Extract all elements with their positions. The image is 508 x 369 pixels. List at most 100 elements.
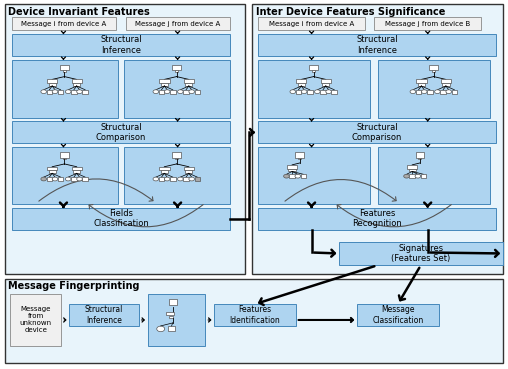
Text: Signatures
(Features Set): Signatures (Features Set)	[391, 244, 451, 263]
Text: Structural
Inference: Structural Inference	[356, 35, 398, 55]
Bar	[378, 60, 490, 117]
Bar	[126, 17, 230, 30]
Text: Features
Identification: Features Identification	[230, 305, 280, 325]
Bar	[416, 79, 427, 83]
Bar	[175, 70, 178, 72]
Bar	[298, 158, 301, 159]
Bar	[331, 90, 337, 94]
Bar	[408, 169, 416, 172]
Text: Message i from device A: Message i from device A	[21, 21, 106, 27]
Ellipse shape	[415, 174, 421, 178]
Bar	[63, 158, 66, 159]
Ellipse shape	[314, 90, 320, 94]
Bar	[421, 174, 426, 178]
Bar	[320, 90, 326, 94]
Ellipse shape	[153, 177, 158, 181]
Bar	[440, 90, 446, 94]
Ellipse shape	[404, 174, 409, 178]
Bar	[407, 165, 418, 169]
Bar	[258, 34, 496, 56]
Ellipse shape	[295, 174, 301, 178]
Bar	[5, 279, 503, 363]
Bar	[47, 90, 52, 94]
Ellipse shape	[283, 174, 289, 178]
Bar	[258, 17, 365, 30]
Bar	[72, 79, 82, 83]
Bar	[298, 83, 305, 86]
Bar	[418, 158, 421, 159]
Text: Message j from device A: Message j from device A	[135, 21, 220, 27]
Text: Inter Device Features Significance: Inter Device Features Significance	[256, 7, 446, 17]
Bar	[63, 70, 66, 72]
Bar	[159, 79, 170, 83]
Bar	[452, 90, 457, 94]
Bar	[252, 4, 503, 274]
Ellipse shape	[434, 90, 440, 94]
Bar	[185, 170, 193, 173]
Bar	[73, 170, 80, 173]
Ellipse shape	[290, 90, 296, 94]
Bar	[12, 17, 116, 30]
Bar	[416, 152, 424, 158]
Bar	[183, 90, 189, 94]
Bar	[71, 90, 77, 94]
Bar	[47, 79, 57, 83]
Ellipse shape	[157, 326, 165, 332]
Bar	[184, 167, 194, 170]
Bar	[301, 174, 306, 178]
Bar	[60, 152, 69, 158]
Bar	[442, 83, 450, 86]
Bar	[49, 83, 56, 86]
Bar	[184, 79, 194, 83]
Bar	[258, 147, 370, 204]
Bar	[183, 177, 189, 181]
Ellipse shape	[77, 177, 82, 181]
Bar	[170, 90, 176, 94]
Bar	[432, 70, 435, 72]
Bar	[289, 169, 296, 172]
Text: Message
Classification: Message Classification	[372, 305, 424, 325]
Ellipse shape	[77, 90, 82, 94]
Bar	[71, 177, 77, 181]
Bar	[72, 167, 82, 170]
Text: Message
from
unknown
device: Message from unknown device	[20, 307, 52, 334]
Bar	[287, 165, 297, 169]
Bar	[416, 90, 421, 94]
Bar	[321, 79, 331, 83]
Bar	[185, 83, 193, 86]
Ellipse shape	[164, 90, 170, 94]
Text: Message j from device B: Message j from device B	[385, 21, 470, 27]
Bar	[312, 70, 315, 72]
Ellipse shape	[421, 90, 427, 94]
Text: Device Invariant Features: Device Invariant Features	[8, 7, 150, 17]
Ellipse shape	[41, 90, 47, 94]
Ellipse shape	[177, 90, 183, 94]
Ellipse shape	[66, 90, 71, 94]
Bar	[175, 158, 178, 159]
Bar	[12, 147, 118, 204]
Bar	[357, 304, 438, 326]
Text: Structural
Inference: Structural Inference	[85, 305, 123, 325]
Bar	[441, 79, 451, 83]
Bar	[47, 167, 57, 170]
Bar	[5, 4, 245, 274]
Bar	[169, 316, 173, 318]
Bar	[12, 208, 230, 230]
Ellipse shape	[164, 177, 170, 181]
Bar	[124, 147, 230, 204]
Bar	[289, 174, 295, 178]
Bar	[307, 90, 312, 94]
Text: Message Fingerprinting: Message Fingerprinting	[8, 281, 139, 291]
Ellipse shape	[446, 90, 452, 94]
Ellipse shape	[189, 90, 195, 94]
Ellipse shape	[177, 177, 183, 181]
Bar	[172, 65, 181, 70]
Text: Features
Recognition: Features Recognition	[352, 209, 402, 228]
Text: Message i from device A: Message i from device A	[269, 21, 354, 27]
Ellipse shape	[301, 90, 307, 94]
Ellipse shape	[41, 177, 47, 181]
Bar	[429, 65, 438, 70]
Bar	[409, 174, 415, 178]
Bar	[12, 34, 230, 56]
Bar	[296, 79, 306, 83]
